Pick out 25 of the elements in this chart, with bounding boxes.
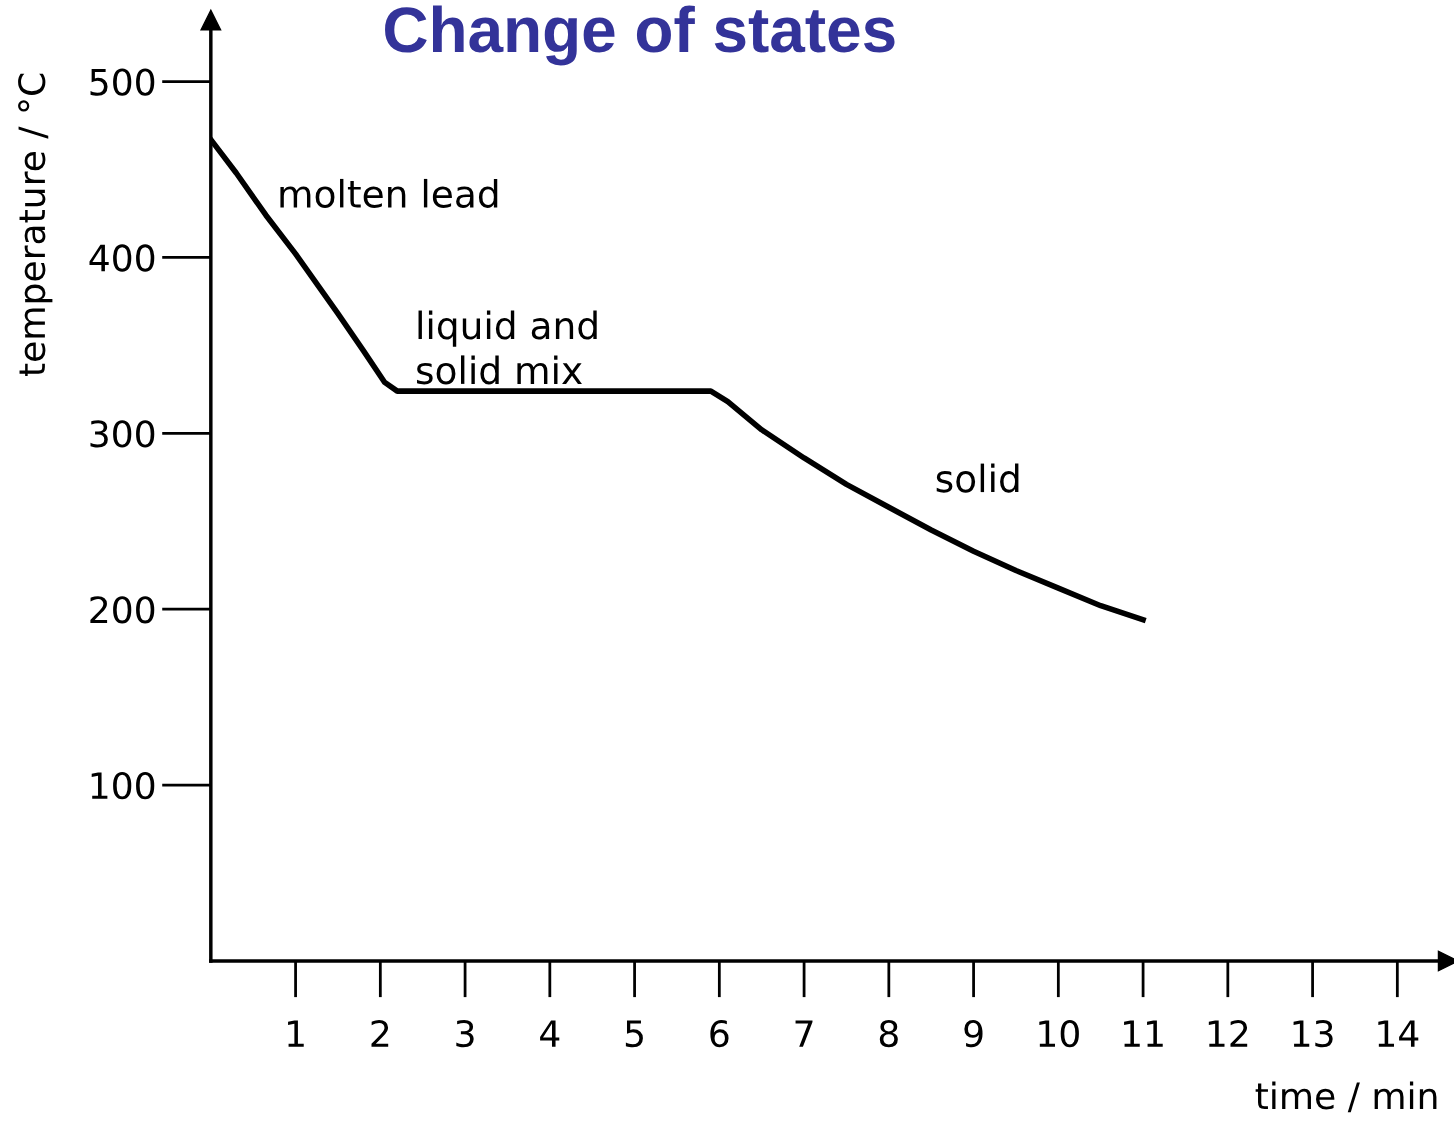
x-tick-label: 9	[964, 1019, 983, 1048]
x-tick-label: 13	[1293, 1019, 1333, 1048]
y-tick-label: 100	[91, 772, 155, 800]
x-tick-label: 5	[625, 1020, 643, 1048]
x-tick-label: 7	[795, 1020, 813, 1047]
annotation: molten lead	[280, 178, 498, 208]
annotation: solid	[936, 463, 1019, 493]
annotation: liquid and solid mix	[417, 310, 597, 385]
x-tick-label: 8	[879, 1019, 898, 1048]
x-tick-label: 10	[1039, 1019, 1079, 1048]
x-tick-label: 12	[1208, 1019, 1248, 1047]
x-tick-label: 6	[710, 1019, 729, 1048]
x-tick-label: 1	[288, 1020, 304, 1047]
chart-title: Change of states	[385, 5, 895, 66]
x-tick-label: 3	[456, 1019, 474, 1048]
y-axis-title: temperature / °C	[18, 73, 53, 377]
x-tick-label: 2	[371, 1019, 389, 1047]
y-tick-label: 300	[90, 420, 155, 448]
y-tick-label: 400	[89, 244, 155, 272]
x-axis-title: time / min	[1255, 1081, 1437, 1113]
y-tick-label: 200	[90, 596, 155, 624]
x-tick-label: 4	[540, 1020, 560, 1047]
x-tick-label: 14	[1378, 1020, 1419, 1047]
x-tick-label: 11	[1124, 1020, 1163, 1047]
y-tick-label: 500	[90, 68, 155, 96]
